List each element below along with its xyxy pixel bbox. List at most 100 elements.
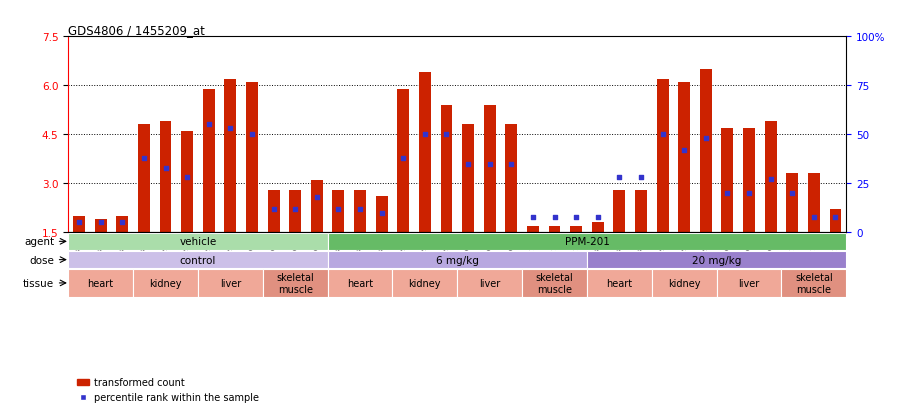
Text: skeletal
muscle: skeletal muscle — [536, 273, 573, 294]
Bar — [457, 270, 522, 297]
Point — [633, 175, 648, 181]
Point — [785, 190, 800, 197]
Text: agent: agent — [25, 237, 55, 247]
Bar — [328, 251, 587, 269]
Bar — [225, 80, 237, 233]
Point — [267, 206, 281, 212]
Bar — [376, 197, 388, 233]
Bar — [268, 190, 279, 233]
Text: kidney: kidney — [409, 278, 441, 288]
Point — [763, 177, 778, 183]
Point — [720, 190, 734, 197]
Point — [396, 155, 410, 161]
Bar — [181, 132, 193, 233]
Bar — [505, 125, 517, 233]
Point — [699, 135, 713, 142]
Point — [655, 132, 670, 138]
Point — [288, 206, 302, 212]
Point — [72, 220, 86, 226]
Text: liver: liver — [479, 278, 501, 288]
Bar — [657, 80, 669, 233]
Point — [180, 175, 195, 181]
Bar — [440, 106, 452, 233]
Bar — [263, 270, 328, 297]
Point — [440, 132, 454, 138]
Bar — [592, 223, 603, 233]
Bar — [328, 233, 846, 251]
Point — [504, 161, 519, 168]
Text: GDS4806 / 1455209_at: GDS4806 / 1455209_at — [68, 24, 205, 37]
Point — [591, 214, 605, 220]
Text: control: control — [180, 255, 216, 265]
Bar — [95, 220, 106, 233]
Bar — [549, 226, 561, 233]
Bar — [743, 128, 755, 233]
Point — [482, 161, 497, 168]
Bar — [354, 190, 366, 233]
Point — [526, 214, 541, 220]
Point — [136, 155, 151, 161]
Bar — [652, 270, 717, 297]
Bar — [484, 106, 496, 233]
Bar — [198, 270, 263, 297]
Bar — [678, 83, 690, 233]
Bar — [587, 270, 652, 297]
Bar — [419, 73, 430, 233]
Text: heart: heart — [347, 278, 373, 288]
Bar — [830, 210, 842, 233]
Text: 6 mg/kg: 6 mg/kg — [436, 255, 479, 265]
Bar — [68, 233, 328, 251]
Point — [677, 147, 692, 154]
Bar — [786, 174, 798, 233]
Bar — [722, 128, 733, 233]
Point — [201, 122, 216, 128]
Text: skeletal
muscle: skeletal muscle — [795, 273, 833, 294]
Bar — [571, 226, 582, 233]
Bar — [203, 89, 215, 233]
Text: skeletal
muscle: skeletal muscle — [277, 273, 314, 294]
Point — [460, 161, 475, 168]
Bar — [116, 216, 128, 233]
Bar — [138, 125, 150, 233]
Point — [806, 214, 821, 220]
Text: tissue: tissue — [23, 278, 55, 288]
Bar — [700, 70, 712, 233]
Text: 20 mg/kg: 20 mg/kg — [692, 255, 742, 265]
Text: liver: liver — [219, 278, 241, 288]
Point — [158, 165, 173, 171]
Point — [331, 206, 346, 212]
Point — [223, 126, 238, 132]
Bar — [808, 174, 820, 233]
Point — [828, 214, 843, 220]
Bar — [717, 270, 782, 297]
Point — [742, 190, 756, 197]
Bar — [635, 190, 647, 233]
Point — [353, 206, 368, 212]
Bar — [68, 251, 328, 269]
Bar — [332, 190, 344, 233]
Bar — [289, 190, 301, 233]
Text: vehicle: vehicle — [179, 237, 217, 247]
Text: kidney: kidney — [668, 278, 701, 288]
Text: kidney: kidney — [149, 278, 182, 288]
Text: PPM-201: PPM-201 — [564, 237, 610, 247]
Bar — [462, 125, 474, 233]
Bar — [613, 190, 625, 233]
Point — [245, 132, 259, 138]
Bar — [392, 270, 457, 297]
Point — [94, 220, 108, 226]
Bar — [133, 270, 198, 297]
Bar — [398, 89, 410, 233]
Point — [374, 210, 389, 216]
Text: liver: liver — [738, 278, 760, 288]
Bar — [73, 216, 85, 233]
Bar — [311, 180, 323, 233]
Bar — [587, 251, 846, 269]
Point — [547, 214, 561, 220]
Point — [115, 220, 129, 226]
Text: dose: dose — [29, 255, 55, 265]
Text: heart: heart — [606, 278, 632, 288]
Bar — [159, 122, 171, 233]
Text: heart: heart — [87, 278, 114, 288]
Point — [309, 194, 324, 201]
